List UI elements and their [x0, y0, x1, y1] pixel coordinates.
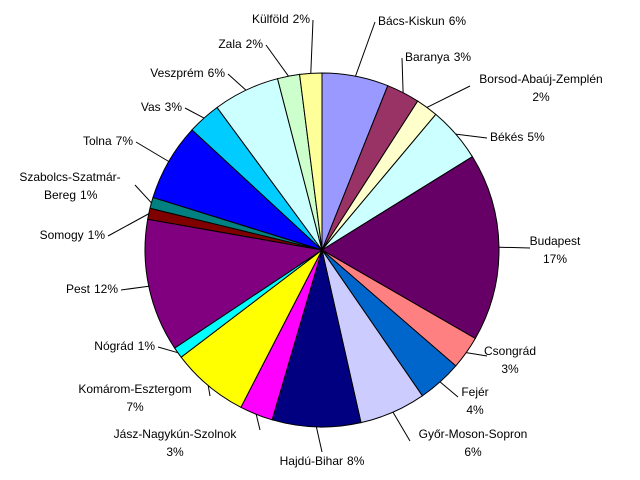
label-name: Somogy: [40, 228, 84, 242]
label-name: Komárom-Esztergom: [78, 382, 191, 396]
label-name: Nógrád: [94, 339, 133, 353]
label-value: 1%: [80, 188, 98, 202]
label-value: 7%: [116, 134, 134, 148]
leader-line: [107, 213, 149, 237]
leader-line: [184, 107, 205, 119]
leader-line: [392, 411, 411, 442]
label-name: Szabolcs-Szatmár- Bereg: [19, 170, 120, 202]
slice-label: Somogy 1%: [40, 228, 106, 242]
label-name: Fejér: [461, 385, 488, 399]
label-name: Külföld: [252, 12, 289, 26]
label-value: 2%: [246, 37, 264, 51]
label-name: Budapest: [530, 234, 581, 248]
label-name: Zala: [218, 37, 242, 51]
label-value: 3%: [166, 445, 184, 459]
label-name: Győr-Moson-Sopron: [419, 427, 528, 441]
label-value: 3%: [454, 50, 472, 64]
label-value: 1%: [138, 339, 156, 353]
label-name: Hajdú-Bihar: [280, 454, 343, 468]
label-name: Pest: [66, 282, 91, 296]
slice-label: Nógrád 1%: [94, 339, 155, 353]
label-name: Csongrád: [484, 344, 536, 358]
leader-line: [134, 184, 152, 204]
label-value: 3%: [165, 100, 183, 114]
leader-line: [498, 246, 531, 249]
label-name: Borsod-Abaúj-Zemplén: [479, 72, 602, 86]
label-name: Baranya: [405, 50, 450, 64]
leader-line: [455, 133, 488, 139]
label-value: 2%: [293, 12, 311, 26]
label-value: 6%: [449, 14, 467, 28]
leader-line: [466, 352, 488, 357]
leader-line: [315, 426, 323, 453]
slice-label: Zala 2%: [218, 37, 263, 51]
label-name: Vas: [141, 100, 161, 114]
leader-line: [227, 73, 247, 91]
label-name: Békés: [490, 130, 523, 144]
label-value: 17%: [543, 252, 567, 266]
leader-line: [439, 381, 459, 398]
pie-slice: [144, 218, 324, 349]
label-value: 7%: [126, 400, 144, 414]
leader-line: [207, 385, 211, 397]
label-value: 8%: [347, 454, 365, 468]
label-value: 2%: [532, 90, 550, 104]
leader-line: [135, 141, 169, 162]
label-name: Tolna: [83, 134, 112, 148]
label-value: 6%: [208, 66, 226, 80]
leader-line: [426, 85, 471, 108]
label-value: 12%: [94, 282, 118, 296]
label-value: 3%: [501, 362, 519, 376]
leader-line: [255, 414, 261, 431]
slice-label: Bács-Kiskun 6%: [378, 14, 466, 28]
label-value: 4%: [466, 403, 484, 417]
slice-label: Pest 12%: [66, 282, 118, 296]
slice-label: Baranya 3%: [405, 50, 471, 64]
leader-line: [157, 346, 178, 354]
slice-label: Vas 3%: [141, 100, 182, 114]
pie-slice: [271, 248, 362, 428]
slice-label: Külföld 2%: [252, 12, 310, 26]
label-value: 5%: [527, 130, 545, 144]
label-value: 6%: [464, 445, 482, 459]
leader-line: [120, 285, 149, 291]
label-value: 1%: [88, 228, 106, 242]
slice-label: Veszprém 6%: [150, 66, 225, 80]
slice-label: Tolna 7%: [83, 134, 133, 148]
leader-line: [401, 57, 404, 93]
label-name: Bács-Kiskun: [378, 14, 445, 28]
label-name: Veszprém: [150, 66, 203, 80]
pie-slice: [321, 155, 500, 340]
slice-label: Hajdú-Bihar 8%: [280, 454, 365, 468]
label-name-part: Bereg: [44, 188, 76, 202]
leader-line: [310, 19, 314, 74]
leader-line: [265, 44, 289, 77]
slice-label: Békés 5%: [490, 130, 545, 144]
label-name-part: Szabolcs-Szatmár-: [19, 170, 120, 184]
leader-line: [355, 21, 376, 77]
label-name: Jász-Nagykún-Szolnok: [114, 427, 238, 441]
